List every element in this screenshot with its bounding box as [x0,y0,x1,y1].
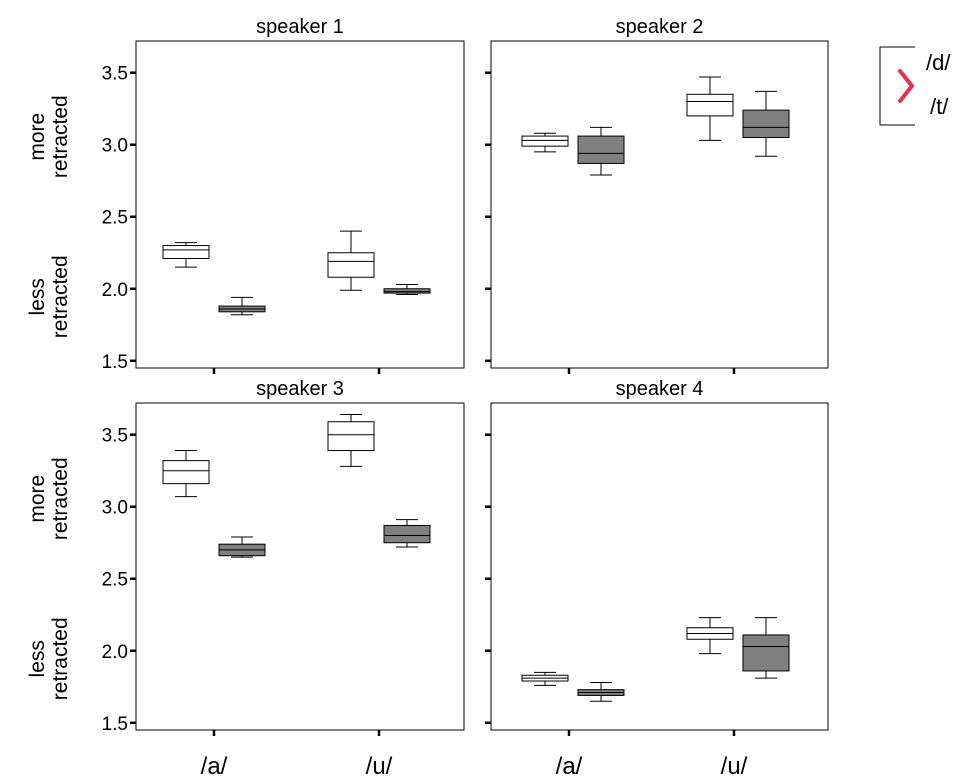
y-tick-label: 3.5 [102,426,128,447]
legend-chevron-icon [898,69,914,103]
ylabel-more-retracted: moreretracted [26,457,72,540]
iqr-box [742,109,790,139]
ylabel-more-retracted-line: retracted [49,457,72,540]
ylabel-more-retracted-line: more [26,475,49,523]
iqr-box [742,634,790,672]
panel-title: speaker 1 [256,16,344,38]
box-u-d [327,230,375,291]
iqr-box [327,421,375,452]
box-u-t [383,283,431,296]
iqr-box [162,245,210,260]
box-u-d [327,414,375,467]
panel-speaker-4: speaker 4/a/ /u/ [485,378,829,780]
iqr-box [577,135,625,164]
y-tick-label: 3.0 [102,136,128,157]
ylabel-less-retracted-line: retracted [49,617,72,700]
box-u-t [742,617,790,679]
box-u-t [383,519,431,548]
iqr-box [686,93,734,117]
y-tick-label: 2.5 [102,570,128,591]
panel-speaker-3: speaker 31.52.02.53.03.5/a//u/moreretrac… [26,378,465,780]
panel-speaker-2: speaker 2 [485,16,829,374]
iqr-box [521,135,569,147]
x-tick-label: /a/ [556,753,583,780]
panel-title: speaker 2 [616,16,704,38]
y-tick-label: 3.0 [102,498,128,519]
box-a-t [577,681,625,702]
box-a-t [218,536,266,558]
ylabel-less-retracted-line: retracted [49,255,72,338]
y-tick-label: 2.5 [102,208,128,229]
legend-entry-t: /t/ [930,94,949,119]
x-tick-label: /u/ [366,753,393,780]
box-u-t [742,90,790,157]
box-a-d [521,132,569,153]
panel-frame [490,40,829,369]
iqr-box [383,288,431,294]
box-a-d [162,242,210,268]
panel-title: speaker 3 [256,378,344,400]
y-tick-label: 1.5 [102,352,128,373]
box-a-d [162,450,210,498]
y-tick-label: 2.0 [102,642,128,663]
ylabel-less-retracted-line: less [26,278,49,315]
box-u-d [686,76,734,141]
ylabel-more-retracted: moreretracted [26,95,72,178]
panel-speaker-1: speaker 11.52.02.53.03.5moreretractedles… [26,16,465,374]
ylabel-less-retracted: lessretracted [26,255,72,338]
ylabel-less-retracted-line: less [26,640,49,677]
x-tick-label: /u/ [721,753,748,780]
y-tick-label: 3.5 [102,64,128,85]
y-tick-label: 1.5 [102,714,128,735]
box-a-t [218,296,266,316]
panels-group: speaker 11.52.02.53.03.5moreretractedles… [26,16,829,780]
box-u-d [686,617,734,655]
box-a-d [521,671,569,686]
iqr-box [327,252,375,278]
legend-entry-d: /d/ [926,50,951,75]
legend-bracket [879,46,915,126]
x-tick-label: /a/ [201,753,228,780]
ylabel-less-retracted: lessretracted [26,617,72,700]
panel-title: speaker 4 [616,378,704,400]
ylabel-more-retracted-line: retracted [49,95,72,178]
box-a-t [577,126,625,176]
panel-frame [135,402,465,731]
y-tick-label: 2.0 [102,280,128,301]
panel-frame [135,40,465,369]
iqr-box [383,524,431,544]
ylabel-more-retracted-line: more [26,113,49,161]
iqr-box [162,460,210,485]
legend: /d/ /t/ [879,46,951,126]
